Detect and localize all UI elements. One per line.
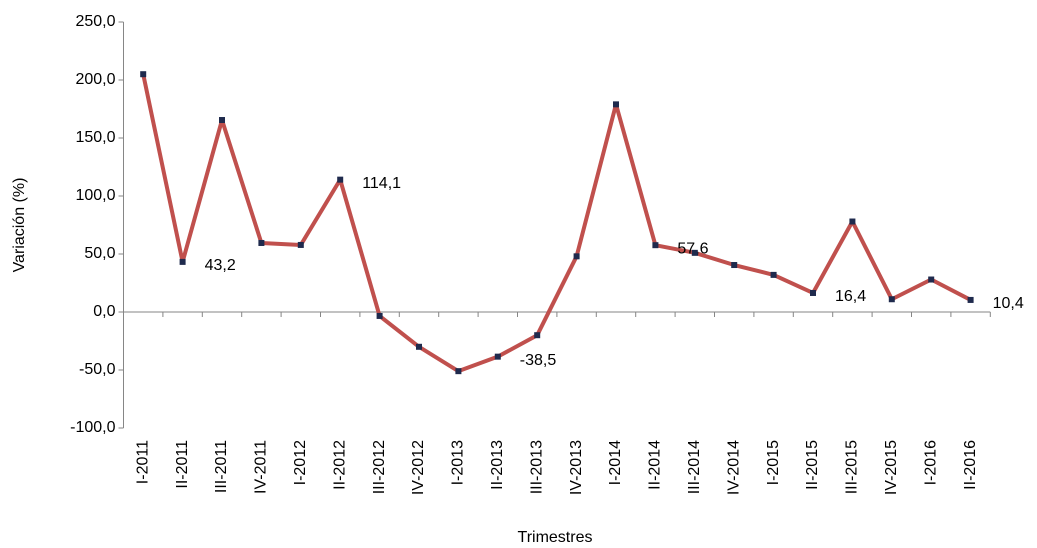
marker (534, 332, 541, 339)
line (141, 73, 972, 374)
y-tick-label: 100,0 (75, 187, 115, 204)
x-tick-label: IV-2012 (410, 440, 427, 495)
data-label: 43,2 (205, 257, 236, 274)
marker (219, 117, 225, 124)
marker (770, 271, 777, 278)
x-tick-label: IV-2011 (253, 440, 270, 494)
x-tick-label: III-2014 (686, 440, 703, 494)
marker (928, 276, 935, 283)
marker (140, 71, 147, 78)
x-tick-label: IV-2013 (568, 440, 585, 495)
x-tick-label: II-2011 (174, 440, 191, 489)
marker (416, 343, 422, 350)
x-tick-label: I-2015 (765, 440, 782, 485)
x-tick-label: III-2015 (844, 440, 861, 494)
marker (376, 312, 383, 319)
data-label: -38,5 (520, 352, 557, 369)
y-tick-label: 150,0 (75, 129, 115, 146)
x-tick-label: I-2016 (922, 440, 939, 485)
y-tick-label: 200,0 (75, 71, 115, 88)
x-tick-label: IV-2015 (883, 440, 900, 495)
y-tick-label: 0,0 (93, 303, 115, 320)
marker (179, 258, 186, 265)
x-tick-label: II-2013 (489, 440, 506, 490)
marker (613, 101, 619, 108)
x-tick-label: II-2015 (804, 440, 821, 490)
x-tick-label: I-2012 (292, 440, 309, 485)
data-label: 114,1 (362, 175, 401, 192)
marker (455, 368, 462, 375)
x-axis-title: Trimestres (518, 529, 593, 546)
x-tick-label: I-2011 (134, 440, 151, 484)
x-tick-label: III-2013 (528, 440, 545, 494)
data-label: 16,4 (835, 288, 866, 305)
data-label: 10,4 (993, 295, 1024, 312)
y-tick-label: 250,0 (75, 13, 115, 30)
y-tick-label: 50,0 (84, 245, 115, 262)
marker (337, 176, 344, 183)
marker (849, 218, 856, 225)
x-tick-label: I-2013 (450, 440, 467, 485)
data-label: 57,6 (677, 240, 708, 257)
x-tick-label: II-2012 (331, 440, 348, 490)
marker (810, 289, 816, 296)
marker (494, 353, 501, 360)
marker (888, 296, 895, 303)
x-tick-label: III-2012 (371, 440, 388, 494)
y-tick-label: -50,0 (79, 361, 116, 378)
marker (573, 253, 580, 260)
marker (297, 241, 304, 248)
x-tick-label: II-2016 (962, 440, 979, 490)
x-tick-label: IV-2014 (725, 440, 742, 495)
y-tick-label: -100,0 (70, 419, 115, 436)
y-axis-title: Variación (%) (11, 178, 28, 273)
marker (731, 262, 738, 269)
x-tick-label: I-2014 (607, 440, 624, 485)
x-tick-label: II-2014 (647, 440, 664, 490)
marker (258, 239, 265, 246)
marker (652, 242, 659, 249)
marker (967, 296, 974, 303)
marker (691, 249, 698, 256)
x-tick-label: III-2011 (213, 440, 230, 493)
